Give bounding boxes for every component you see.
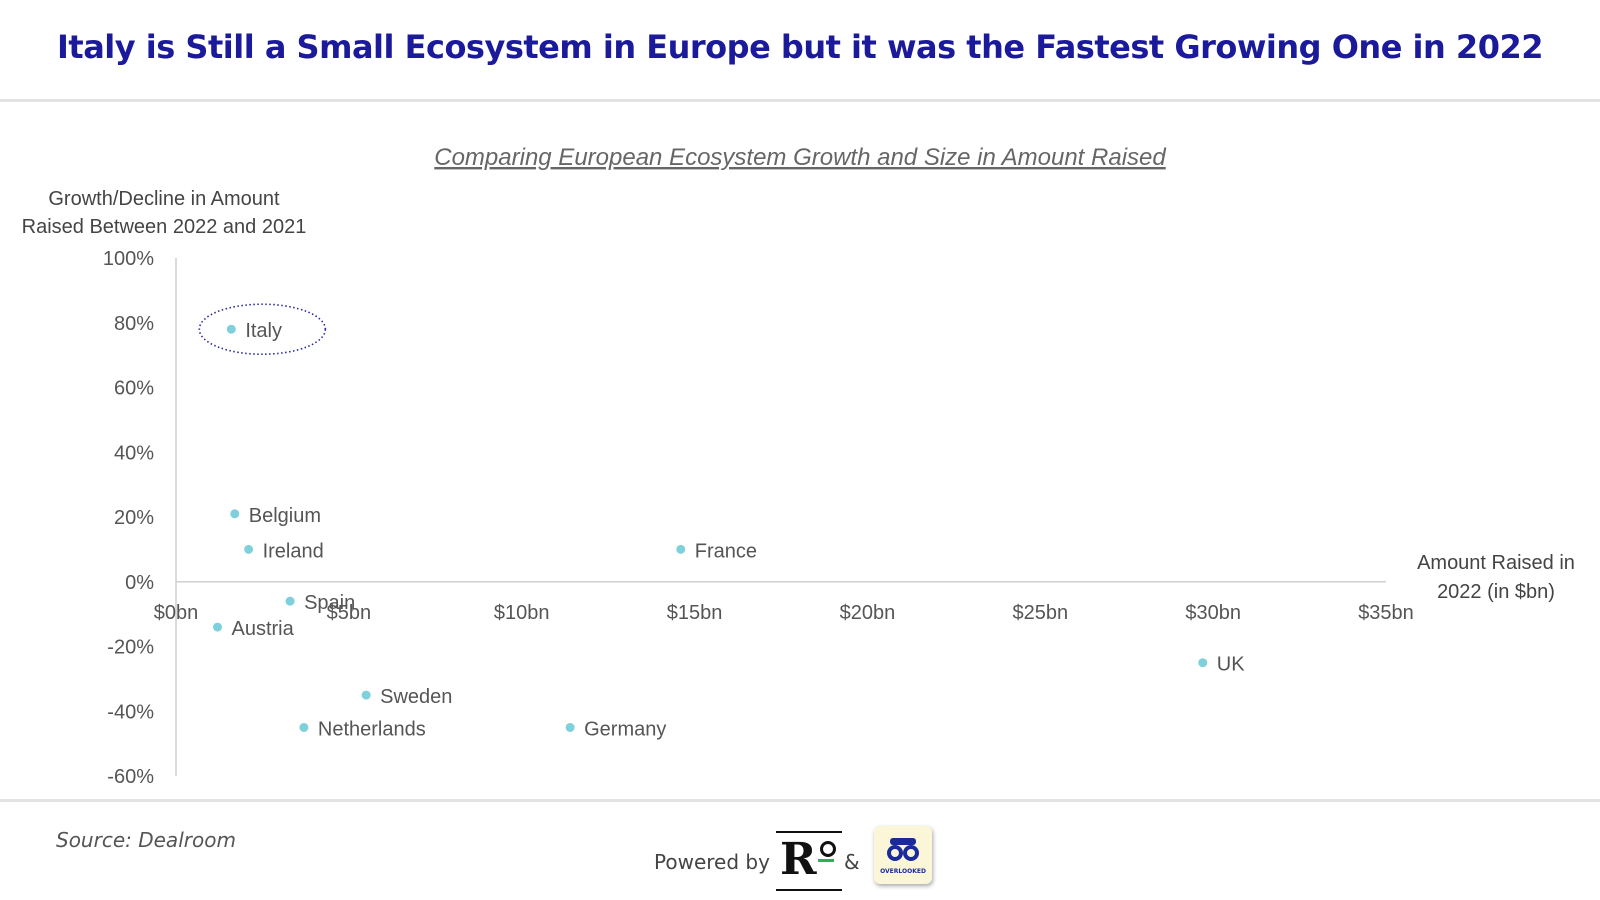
- y-axis-label: Growth/Decline in Amount: [48, 188, 280, 210]
- x-tick-label: $0bn: [154, 602, 199, 624]
- binoculars-icon: [887, 838, 919, 861]
- data-point: [244, 544, 254, 554]
- y-tick-label: -60%: [107, 766, 154, 788]
- y-tick-label: -40%: [107, 701, 154, 723]
- x-tick-label: $20bn: [840, 602, 896, 624]
- y-tick-label: -20%: [107, 637, 154, 659]
- powered-by-label: Powered by: [654, 850, 770, 874]
- ring-icon: [820, 841, 836, 857]
- y-tick-label: 100%: [103, 248, 154, 270]
- data-point: [565, 722, 575, 732]
- x-tick-label: $25bn: [1012, 602, 1068, 624]
- data-point: [226, 324, 236, 334]
- data-point: [212, 622, 222, 632]
- footer-divider: [0, 799, 1600, 802]
- y-tick-label: 60%: [114, 378, 154, 400]
- r-logo: R: [776, 831, 842, 891]
- data-point: [1198, 658, 1208, 668]
- data-label: Italy: [245, 320, 282, 342]
- x-tick-label: $35bn: [1358, 602, 1414, 624]
- x-tick-label: $5bn: [327, 602, 372, 624]
- highlight-ellipse: [198, 303, 327, 356]
- y-axis-label: Raised Between 2022 and 2021: [22, 216, 307, 238]
- data-label: Spain: [304, 592, 355, 614]
- data-label: Ireland: [263, 540, 324, 562]
- y-tick-label: 40%: [114, 442, 154, 464]
- x-tick-label: $15bn: [667, 602, 723, 624]
- ampersand-label: &: [844, 850, 860, 874]
- overlooked-logo: OVERLOOKED: [874, 826, 932, 884]
- x-tick-label: $10bn: [494, 602, 550, 624]
- source-note: Source: Dealroom: [56, 828, 236, 852]
- data-label: Germany: [584, 718, 666, 740]
- x-axis-label: 2022 (in $bn): [1437, 581, 1555, 603]
- data-label: Belgium: [249, 505, 321, 527]
- y-tick-label: 80%: [114, 313, 154, 335]
- x-tick-label: $30bn: [1185, 602, 1241, 624]
- page-title: Italy is Still a Small Ecosystem in Euro…: [57, 28, 1543, 66]
- data-point: [285, 596, 295, 606]
- y-tick-label: 20%: [114, 507, 154, 529]
- data-point: [361, 690, 371, 700]
- chart-title: Comparing European Ecosystem Growth and …: [434, 144, 1166, 171]
- x-axis-label: Amount Raised in: [1417, 552, 1575, 574]
- data-label: Austria: [231, 618, 294, 640]
- data-label: Sweden: [380, 686, 452, 708]
- overlooked-logo-text: OVERLOOKED: [880, 868, 926, 875]
- data-label: UK: [1217, 654, 1245, 676]
- data-label: Netherlands: [318, 718, 426, 740]
- data-point: [676, 544, 686, 554]
- dash-icon: [818, 859, 834, 862]
- data-point: [299, 722, 309, 732]
- data-label: France: [695, 540, 757, 562]
- r-letter-icon: R: [780, 834, 817, 885]
- data-point: [230, 509, 240, 519]
- y-tick-label: 0%: [125, 572, 154, 594]
- header-divider: [0, 99, 1600, 102]
- scatter-chart: Comparing European Ecosystem Growth and …: [22, 144, 1575, 788]
